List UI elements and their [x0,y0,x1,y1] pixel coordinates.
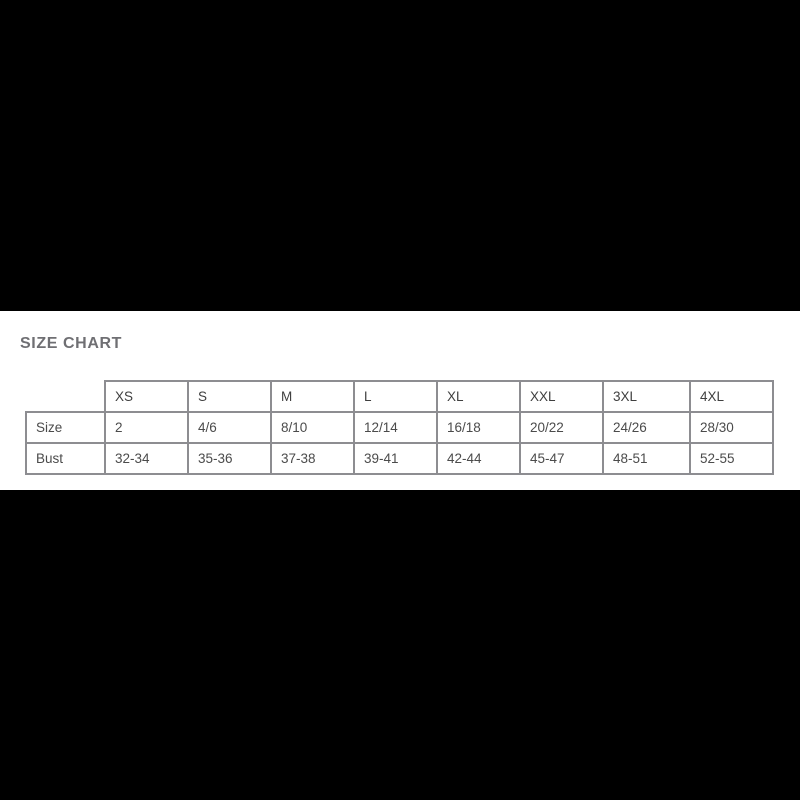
size-chart-table: XS S M L XL XXL 3XL 4XL Size 2 4/6 8/10 [25,380,774,475]
column-header-4xl: 4XL [689,380,774,413]
cell-size-xxl: 20/22 [519,411,604,444]
cell-bust-4xl: 52-55 [689,442,774,475]
cell-bust-xl: 42-44 [436,442,521,475]
cell-size-l: 12/14 [353,411,438,444]
column-header-m: M [270,380,355,413]
column-header-s: S [187,380,272,413]
cell-bust-xs: 32-34 [104,442,189,475]
cell-size-3xl: 24/26 [602,411,691,444]
cell-bust-s: 35-36 [187,442,272,475]
cell-bust-l: 39-41 [353,442,438,475]
column-header-xs: XS [104,380,189,413]
cell-bust-m: 37-38 [270,442,355,475]
cell-size-xl: 16/18 [436,411,521,444]
column-header-xl: XL [436,380,521,413]
size-table-container: XS S M L XL XXL 3XL 4XL Size 2 4/6 8/10 [25,380,774,475]
column-header-xxl: XXL [519,380,604,413]
row-label-size: Size [25,411,106,444]
cell-size-m: 8/10 [270,411,355,444]
cell-size-s: 4/6 [187,411,272,444]
cell-bust-xxl: 45-47 [519,442,604,475]
cell-size-4xl: 28/30 [689,411,774,444]
size-chart-panel: SIZE CHART XS S M L XL XXL 3XL 4XL [0,311,800,490]
column-header-l: L [353,380,438,413]
table-corner-cell [26,381,105,412]
column-header-3xl: 3XL [602,380,691,413]
table-header-row: XS S M L XL XXL 3XL 4XL [26,380,774,413]
table-row: Size 2 4/6 8/10 12/14 16/18 20/22 24/26 … [25,411,774,444]
cell-size-xs: 2 [104,411,189,444]
cell-bust-3xl: 48-51 [602,442,691,475]
table-row: Bust 32-34 35-36 37-38 39-41 42-44 45-47… [25,442,774,475]
page-title: SIZE CHART [20,335,122,352]
row-label-bust: Bust [25,442,106,475]
